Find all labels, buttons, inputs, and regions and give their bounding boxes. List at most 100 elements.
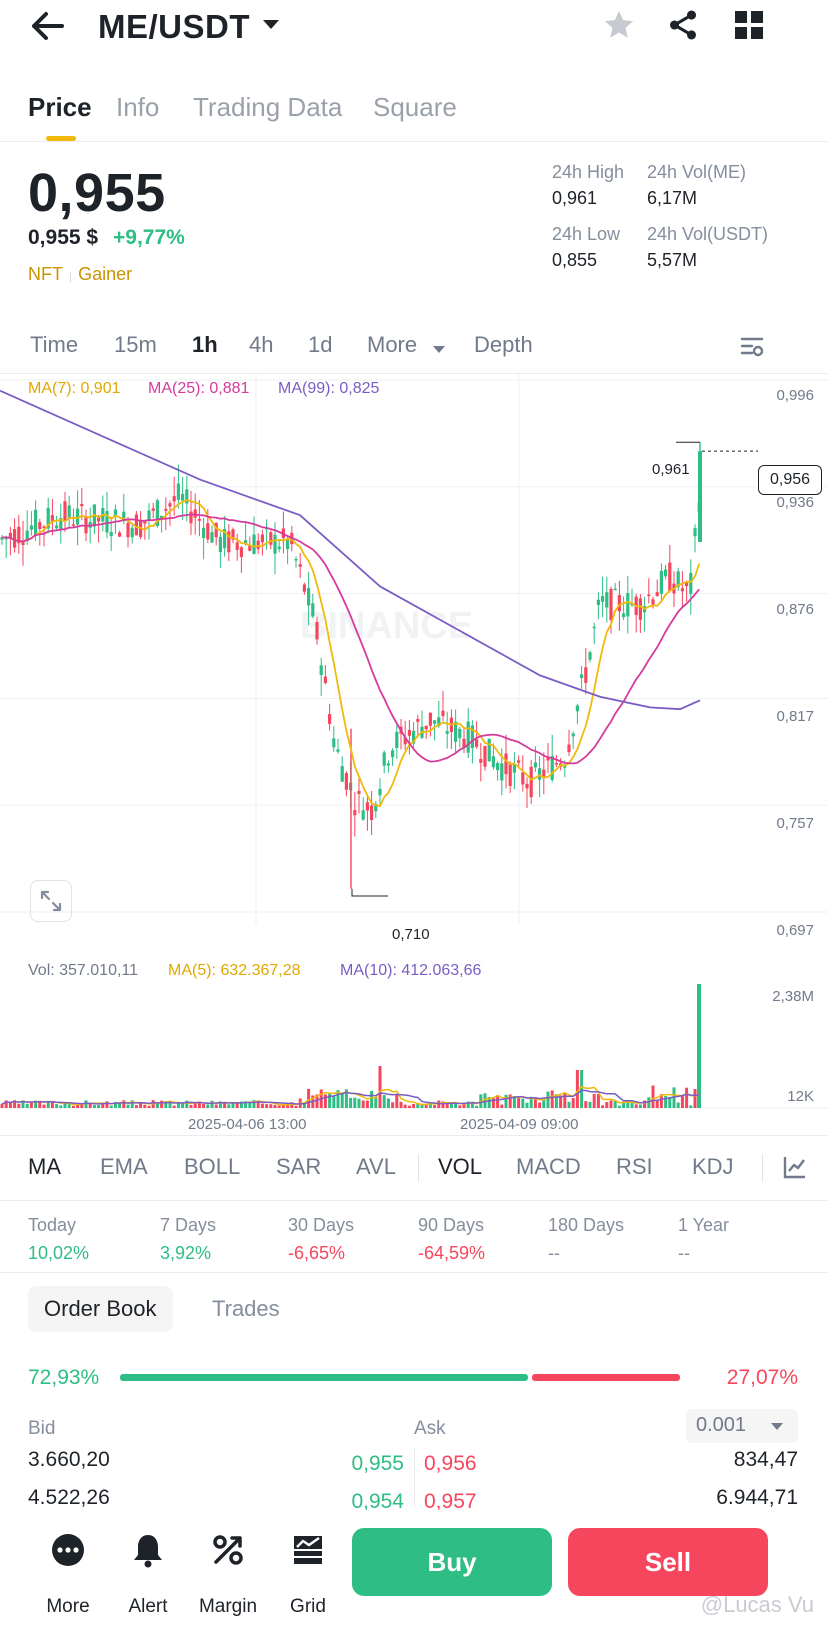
sell-button[interactable]: Sell — [568, 1528, 768, 1596]
interval-4h[interactable]: 4h — [249, 332, 274, 357]
candle-body — [76, 508, 80, 525]
more-caret-icon[interactable] — [432, 342, 446, 360]
candle-body — [59, 518, 63, 530]
pair-title[interactable]: ME/USDT — [98, 8, 250, 45]
high-candle-body — [698, 451, 702, 542]
dropdown-caret-icon[interactable] — [262, 18, 280, 36]
bid-price[interactable]: 0,954 — [351, 1490, 404, 1513]
vol-ma10-legend: MA(10): 412.063,66 — [340, 962, 482, 979]
tag-gainer[interactable]: Gainer — [78, 264, 133, 284]
nav-grid[interactable]: Grid — [268, 1528, 348, 1617]
volume-bar — [693, 1089, 697, 1108]
interval-1d[interactable]: 1d — [308, 332, 333, 357]
volume-bar — [315, 1094, 319, 1108]
volume-bar — [630, 1102, 634, 1108]
candle-body — [122, 511, 126, 522]
tab-order-book[interactable]: Order Book — [28, 1286, 173, 1332]
active-tab-underline — [46, 136, 76, 141]
candle-body — [8, 532, 12, 539]
indicator-kdj[interactable]: KDJ — [692, 1154, 734, 1179]
volume-bar — [67, 1104, 71, 1108]
indicator-settings-icon[interactable] — [782, 1154, 808, 1185]
candle-body — [311, 603, 315, 617]
candle-body — [655, 592, 659, 597]
volume-bar — [601, 1105, 605, 1108]
interval-time[interactable]: Time — [30, 332, 79, 357]
volume-bar — [59, 1105, 63, 1108]
tab-trading-data[interactable]: Trading Data — [193, 92, 343, 122]
candle-body — [512, 764, 516, 773]
indicator-ema[interactable]: EMA — [100, 1154, 148, 1179]
indicator-vol[interactable]: VOL — [438, 1154, 483, 1179]
volume-bar — [17, 1103, 21, 1108]
candle-body — [567, 744, 571, 753]
ask-qty[interactable]: 834,47 — [733, 1448, 798, 1471]
volume-bar — [126, 1104, 130, 1108]
volume-bar — [50, 1101, 54, 1108]
interval-15m[interactable]: 15m — [114, 332, 157, 357]
nav-margin[interactable]: Margin — [188, 1528, 268, 1617]
indicator-boll[interactable]: BOLL — [184, 1154, 241, 1179]
star-icon[interactable] — [602, 8, 636, 47]
interval-bar: Time 15m 1h 4h 1d More Depth — [0, 318, 828, 374]
back-arrow-icon[interactable] — [30, 10, 70, 44]
ask-price[interactable]: 0,957 — [424, 1490, 477, 1513]
candle-body — [580, 674, 584, 679]
nav-alert[interactable]: Alert — [108, 1528, 188, 1617]
candlestick-chart[interactable]: BINANCE — [0, 374, 828, 924]
volume-bar — [227, 1104, 231, 1108]
tab-price[interactable]: Price — [28, 92, 92, 122]
tab-info[interactable]: Info — [116, 92, 160, 122]
candle-body — [25, 530, 29, 541]
candle-body — [63, 501, 67, 522]
volume-bar — [252, 1100, 256, 1108]
ask-qty[interactable]: 6.944,71 — [716, 1486, 798, 1509]
candle-body — [151, 508, 155, 511]
indicator-avl[interactable]: AVL — [356, 1154, 396, 1179]
volume-bar — [143, 1104, 147, 1108]
interval-1h[interactable]: 1h — [192, 332, 218, 357]
candle-body — [298, 564, 302, 567]
buy-percentage: 72,93% — [28, 1366, 100, 1389]
candle-body — [357, 790, 361, 794]
ma99-line — [0, 389, 701, 711]
grid-icon[interactable] — [734, 10, 764, 45]
ask-price[interactable]: 0,956 — [424, 1452, 477, 1475]
precision-select[interactable]: 0.001 — [686, 1409, 798, 1443]
candle-body — [256, 540, 260, 549]
bid-price[interactable]: 0,955 — [351, 1452, 404, 1475]
expand-chart-button[interactable] — [30, 880, 72, 922]
perf-value-30d: -6,65% — [288, 1243, 346, 1263]
tab-square[interactable]: Square — [373, 92, 457, 122]
indicator-sar[interactable]: SAR — [276, 1154, 322, 1179]
candle-body — [403, 737, 407, 745]
indicator-rsi[interactable]: RSI — [616, 1154, 653, 1179]
candle-body — [533, 762, 537, 768]
high-value: 0,961 — [552, 188, 598, 208]
chart-settings-icon[interactable] — [740, 334, 766, 365]
volume-bar — [386, 1098, 390, 1108]
share-icon[interactable] — [666, 8, 700, 47]
candle-body — [319, 665, 323, 675]
volume-bar — [214, 1104, 218, 1108]
candle-body — [685, 582, 689, 587]
volume-bar — [617, 1105, 621, 1108]
volume-bar — [374, 1097, 378, 1108]
tag-nft[interactable]: NFT — [28, 264, 63, 284]
indicator-ma[interactable]: MA — [28, 1154, 61, 1179]
top-bar: ME/USDT — [0, 0, 828, 60]
volume-bar — [223, 1101, 227, 1108]
indicator-macd[interactable]: MACD — [516, 1154, 581, 1179]
candle-body — [46, 507, 50, 529]
buy-button[interactable]: Buy — [352, 1528, 552, 1596]
volume-bar — [101, 1102, 105, 1108]
volume-bar — [643, 1100, 647, 1108]
bid-qty[interactable]: 4.522,26 — [28, 1486, 110, 1509]
tab-trades[interactable]: Trades — [212, 1296, 280, 1321]
x-tick: 2025-04-09 09:00 — [460, 1116, 579, 1133]
bid-qty[interactable]: 3.660,20 — [28, 1448, 110, 1471]
volume-bar — [181, 1102, 185, 1108]
interval-depth[interactable]: Depth — [474, 332, 533, 357]
interval-more[interactable]: More — [367, 332, 418, 357]
nav-more[interactable]: More — [28, 1528, 108, 1617]
